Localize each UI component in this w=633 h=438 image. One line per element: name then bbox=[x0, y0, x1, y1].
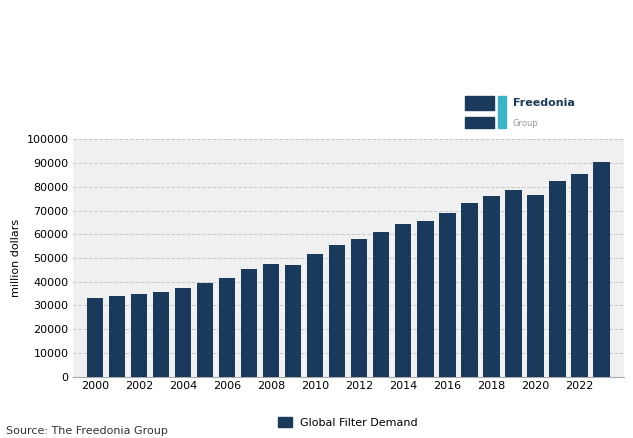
Bar bbox=[130, 293, 147, 377]
Bar bbox=[351, 239, 367, 377]
Bar bbox=[395, 223, 411, 377]
Bar bbox=[465, 117, 494, 128]
Bar bbox=[593, 162, 610, 377]
Bar bbox=[109, 296, 125, 377]
Bar bbox=[483, 196, 499, 377]
Bar bbox=[465, 96, 494, 110]
Bar bbox=[498, 96, 506, 128]
Text: Group: Group bbox=[513, 119, 539, 128]
Y-axis label: million dollars: million dollars bbox=[11, 219, 21, 297]
Bar bbox=[219, 278, 235, 377]
Bar bbox=[505, 191, 522, 377]
Bar bbox=[373, 232, 389, 377]
Bar bbox=[153, 293, 169, 377]
Bar bbox=[461, 203, 477, 377]
Bar bbox=[285, 265, 301, 377]
Bar bbox=[87, 298, 103, 377]
Bar bbox=[439, 213, 456, 377]
Bar bbox=[549, 181, 566, 377]
Bar bbox=[197, 283, 213, 377]
Text: Source: The Freedonia Group: Source: The Freedonia Group bbox=[6, 426, 168, 436]
Bar bbox=[175, 288, 191, 377]
Text: Figure 3-pr.
Global Filter Demand,
2000 – 2023
(million dollars): Figure 3-pr. Global Filter Demand, 2000 … bbox=[9, 7, 163, 73]
Bar bbox=[571, 174, 587, 377]
Legend: Global Filter Demand: Global Filter Demand bbox=[274, 413, 422, 432]
Text: Freedonia: Freedonia bbox=[513, 99, 575, 109]
Bar bbox=[241, 268, 257, 377]
Bar bbox=[527, 195, 544, 377]
Bar bbox=[263, 264, 279, 377]
Bar bbox=[307, 254, 323, 377]
Bar bbox=[417, 221, 434, 377]
Bar bbox=[329, 245, 346, 377]
